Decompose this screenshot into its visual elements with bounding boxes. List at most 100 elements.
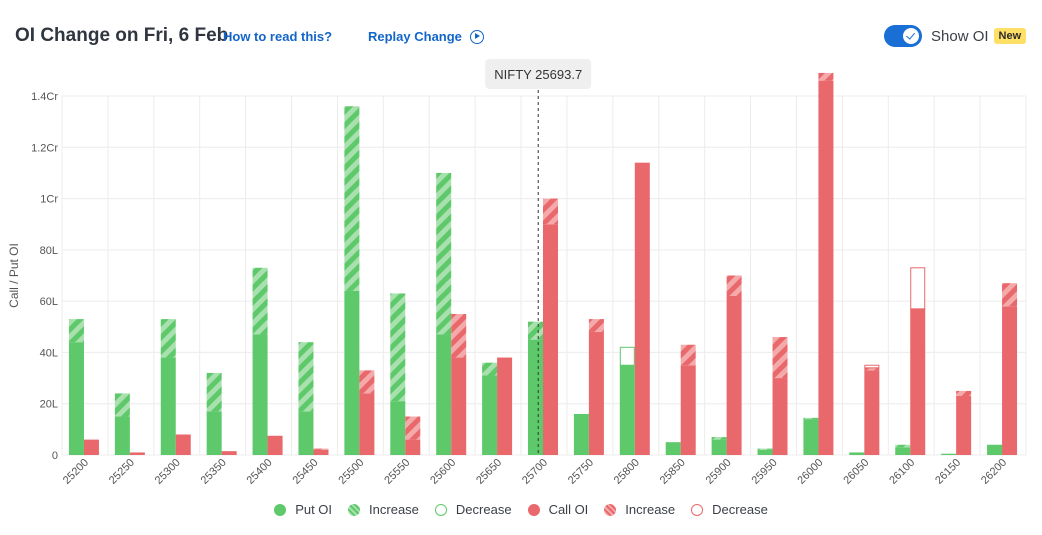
show-oi-control: Show OI New	[884, 25, 1027, 47]
put-oi-bar	[711, 439, 727, 455]
call-oi-increase-bar	[359, 370, 375, 394]
call-oi-bar	[359, 393, 375, 455]
call-oi-bar	[451, 357, 467, 455]
call-oi-bar	[772, 378, 788, 455]
x-tick-label: 25500	[336, 457, 366, 487]
call-oi-increase-bar	[543, 198, 558, 225]
page-title: OI Change on Fri, 6 Feb	[15, 25, 229, 46]
legend-item-put-increase[interactable]: Increase	[348, 502, 419, 517]
put-oi-bar	[206, 411, 222, 455]
put-oi-bar	[665, 442, 681, 455]
call-oi-bar	[129, 452, 145, 455]
call-oi-bar	[175, 434, 191, 455]
legend-swatch	[434, 503, 447, 516]
put-oi-bar	[252, 334, 268, 455]
x-tick-label: 25550	[382, 457, 412, 487]
x-tick-label: 25700	[520, 457, 550, 487]
put-oi-increase-bar	[436, 172, 452, 335]
legend-swatch	[274, 503, 287, 516]
y-tick-label: 40L	[40, 347, 58, 359]
how-to-read-link[interactable]: How to read this?	[223, 29, 333, 44]
legend-label: Decrease	[455, 502, 512, 517]
put-oi-increase-bar	[390, 293, 406, 402]
x-tick-label: 25650	[474, 457, 504, 487]
x-tick-label: 25400	[245, 457, 275, 487]
call-oi-bar	[497, 357, 513, 455]
put-oi-bar	[803, 419, 819, 455]
x-tick-label: 25450	[290, 457, 320, 487]
x-tick-label: 25850	[658, 457, 688, 487]
call-oi-increase-bar	[726, 275, 742, 297]
put-oi-bar	[68, 342, 84, 455]
legend-label: Put OI	[295, 502, 333, 517]
x-tick-label: 25300	[153, 457, 183, 487]
put-oi-bar	[941, 453, 957, 455]
call-oi-increase-bar	[1002, 283, 1018, 307]
legend-label: Increase	[369, 502, 419, 517]
put-oi-increase-bar	[482, 362, 498, 376]
y-tick-label: 0	[52, 450, 58, 462]
put-oi-increase-bar	[757, 448, 773, 450]
legend-item-call-decrease[interactable]: Decrease	[691, 502, 768, 517]
call-oi-increase-bar	[680, 344, 696, 366]
show-oi-toggle[interactable]	[884, 25, 922, 47]
x-tick-label: 25600	[428, 457, 458, 487]
legend-swatch	[604, 503, 617, 516]
legend-item-call-oi[interactable]: Call OI	[527, 502, 588, 517]
legend-item-put-decrease[interactable]: Decrease	[434, 502, 512, 517]
y-tick-label: 1.4Cr	[31, 91, 58, 103]
put-oi-increase-bar	[298, 342, 314, 412]
x-tick-label: 25900	[704, 457, 734, 487]
legend-swatch	[348, 503, 361, 516]
put-oi-bar	[757, 449, 773, 455]
put-oi-increase-bar	[68, 319, 84, 343]
new-badge: New	[993, 28, 1027, 44]
call-oi-increase-bar	[313, 448, 329, 450]
put-oi-increase-bar	[803, 417, 819, 420]
legend-item-call-increase[interactable]: Increase	[604, 502, 675, 517]
put-oi-bar	[573, 413, 589, 455]
replay-change-label: Replay Change	[368, 29, 462, 44]
play-circle-icon	[469, 29, 484, 44]
call-oi-bar	[405, 439, 421, 455]
check-icon	[903, 28, 919, 44]
put-oi-bar	[160, 357, 176, 455]
chart-legend: Put OI Increase Decrease Call OI Increase Dec…	[0, 502, 1042, 517]
x-tick-label: 25800	[612, 457, 642, 487]
call-oi-bar	[588, 331, 604, 455]
legend-swatch	[691, 503, 704, 516]
put-oi-bar	[298, 411, 314, 455]
x-tick-label: 26150	[933, 457, 963, 487]
call-oi-bar	[543, 224, 558, 455]
x-tick-label: 25950	[750, 457, 780, 487]
call-oi-bar	[864, 370, 880, 455]
put-oi-bar	[114, 416, 130, 455]
chart-header: OI Change on Fri, 6 Feb How to read this…	[0, 0, 1042, 70]
y-axis-label: Call / Put OI	[7, 243, 21, 308]
x-tick-label: 25250	[107, 457, 137, 487]
spot-price-box	[485, 59, 592, 89]
call-oi-bar	[680, 365, 696, 455]
call-oi-decrease-bar	[910, 267, 926, 310]
call-oi-bar	[83, 439, 99, 455]
call-oi-increase-bar	[405, 416, 421, 440]
oi-change-chart: 0 20L 40L 60L 80L 1Cr 1.2Cr 1.4Cr Call / Put OI 2…	[7, 59, 1027, 487]
put-oi-bar	[344, 290, 360, 455]
replay-change-button[interactable]: Replay Change	[368, 29, 484, 44]
put-oi-decrease-bar	[619, 346, 635, 366]
y-tick-label: 1Cr	[40, 194, 58, 206]
call-oi-bar	[221, 451, 237, 455]
legend-swatch	[527, 503, 540, 516]
call-oi-increase-bar	[956, 390, 972, 397]
x-tick-label: 25200	[61, 457, 91, 487]
y-tick-label: 1.2Cr	[31, 142, 58, 154]
put-oi-increase-bar	[528, 321, 543, 340]
put-oi-bar	[528, 339, 543, 455]
legend-item-put-oi[interactable]: Put OI	[274, 502, 332, 517]
put-oi-increase-bar	[206, 372, 222, 412]
show-oi-label: Show OI	[931, 27, 989, 45]
call-oi-increase-bar	[818, 72, 834, 81]
call-oi-increase-bar	[772, 337, 788, 379]
y-tick-label: 80L	[40, 245, 58, 257]
spot-price-label: NIFTY 25693.7	[494, 67, 582, 82]
